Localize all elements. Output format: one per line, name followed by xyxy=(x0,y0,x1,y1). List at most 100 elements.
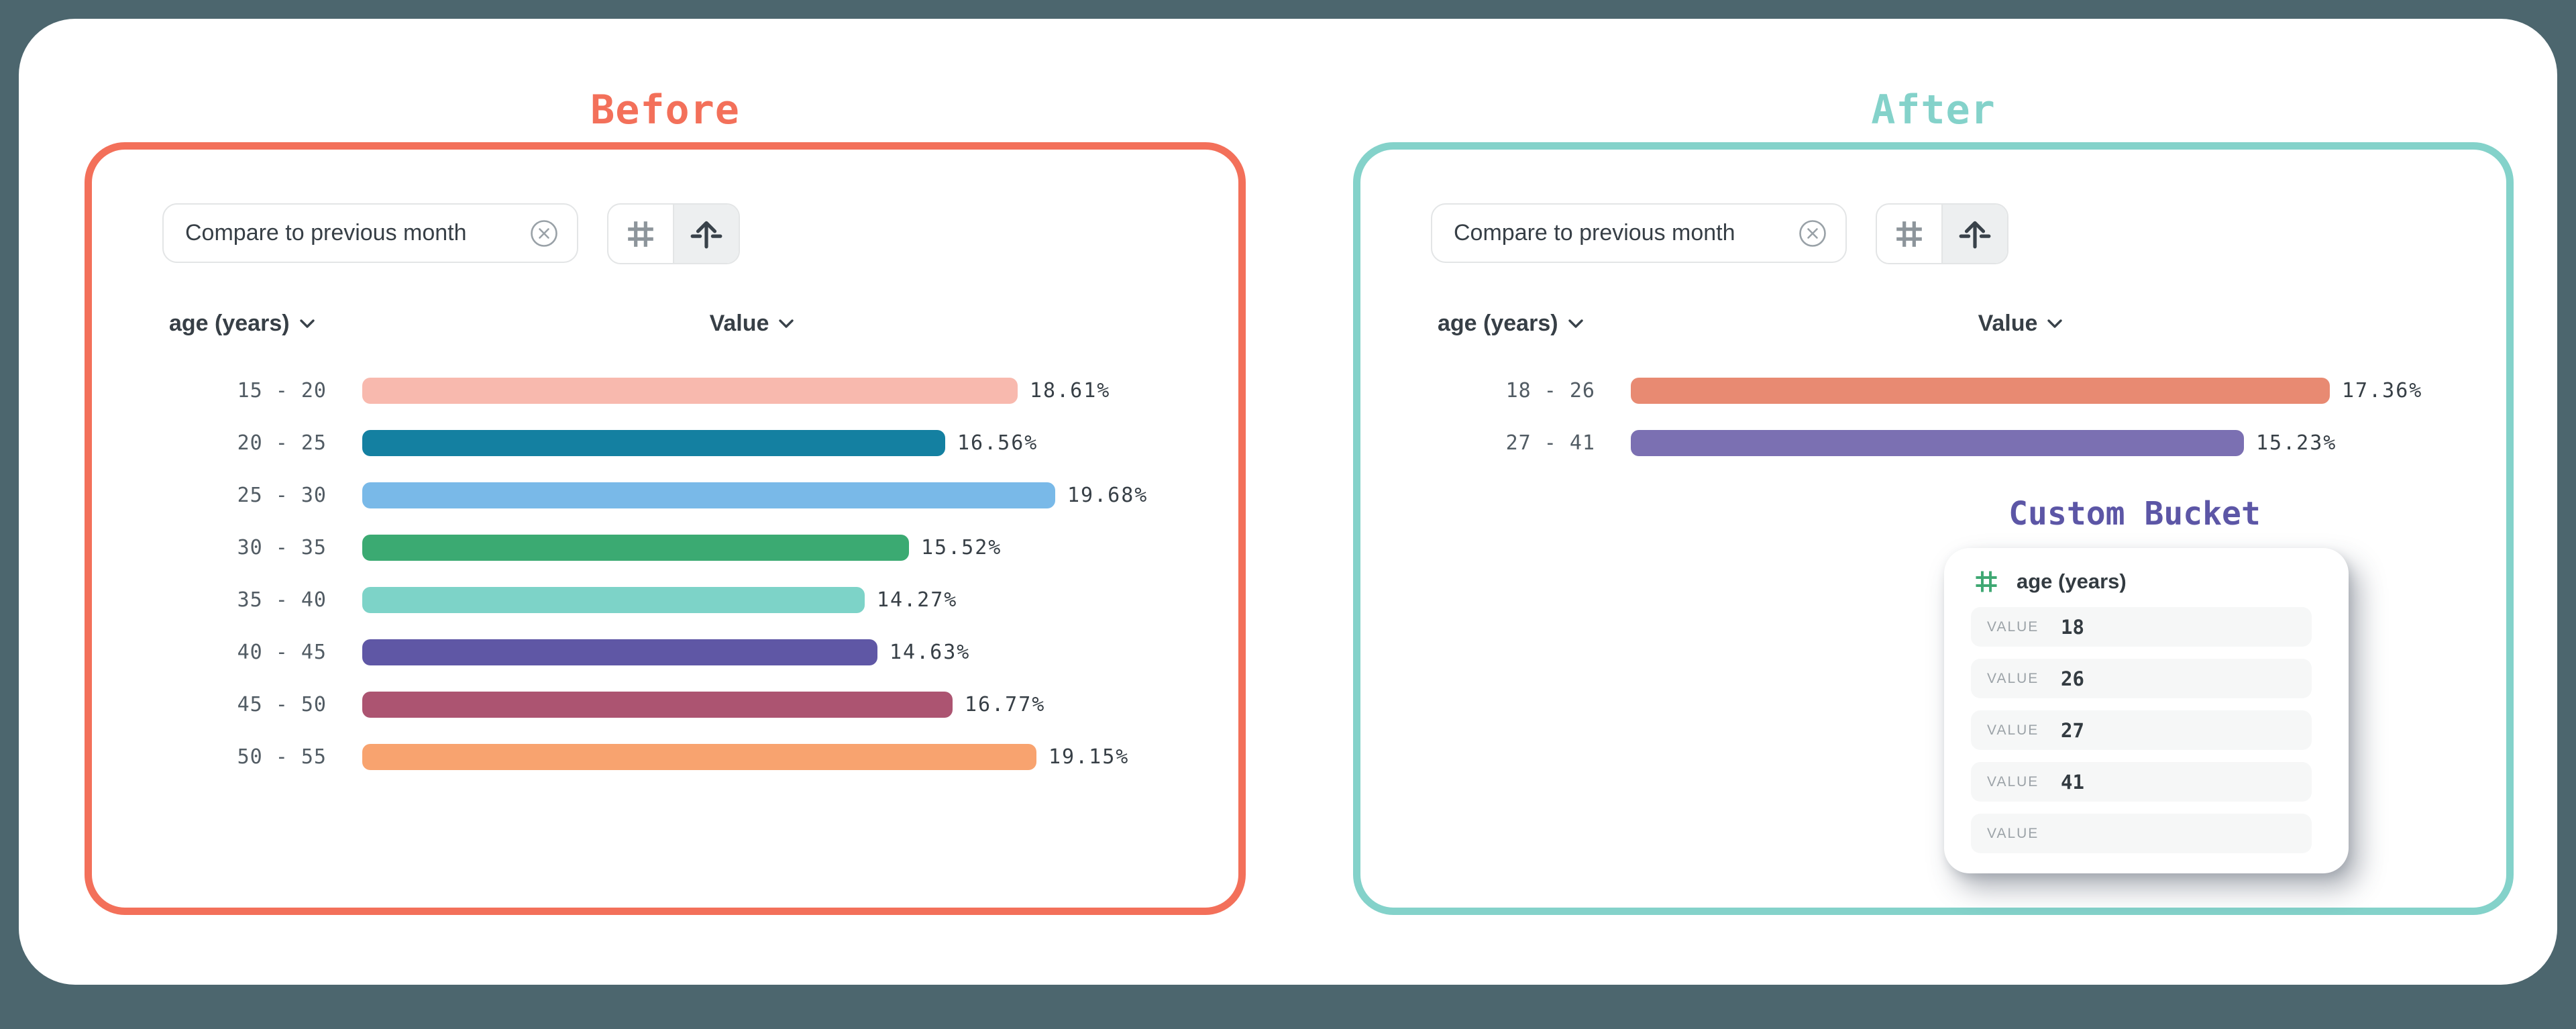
bucket-value-number: 26 xyxy=(2061,667,2084,690)
chart-row: 20 - 25 16.56% xyxy=(92,417,1238,469)
value-column-header[interactable]: Value xyxy=(618,309,886,337)
chart-type-toggle xyxy=(1876,203,2008,264)
chart-row: 25 - 30 19.68% xyxy=(92,469,1238,521)
chevron-down-icon xyxy=(778,319,794,329)
bar[interactable] xyxy=(362,743,1036,770)
bar-value-label: 15.52% xyxy=(921,535,1002,559)
before-title: Before xyxy=(590,87,740,133)
bar-value-label: 19.15% xyxy=(1049,745,1130,769)
bucket-value-input[interactable]: VALUE xyxy=(1971,814,2312,853)
value-header-label: Value xyxy=(709,310,769,336)
bucket-value-label: VALUE xyxy=(1987,618,2039,635)
circle-x-icon[interactable] xyxy=(530,219,558,248)
numeric-format-button[interactable] xyxy=(1877,205,1941,263)
chevron-down-icon xyxy=(1568,319,1584,329)
main-card: Before Compare to previous month xyxy=(19,19,2557,985)
bar-chart: 18 - 26 17.36% 27 - 41 15.23% xyxy=(1360,364,2506,469)
custom-bucket-popup: age (years) VALUE 18 VALUE 26 VALUE 27 VALUE 41… xyxy=(1944,548,2349,873)
chart-row: 30 - 35 15.52% xyxy=(92,521,1238,574)
segment-divider xyxy=(673,205,674,263)
chart-row: 18 - 26 17.36% xyxy=(1360,364,2506,417)
move-up-icon xyxy=(1958,217,1992,251)
segment-divider xyxy=(1941,205,1943,263)
sort-top-button[interactable] xyxy=(1943,205,2007,263)
bucket-fields: VALUE 18 VALUE 26 VALUE 27 VALUE 41 VALUE xyxy=(1971,607,2312,865)
bar-track: 16.77% xyxy=(362,691,1046,718)
dimension-column-header[interactable]: age (years) xyxy=(1438,309,1584,337)
bar[interactable] xyxy=(362,691,953,718)
bucket-property-header: age (years) xyxy=(1974,565,2127,598)
bar-value-label: 15.23% xyxy=(2256,431,2337,455)
dimension-column-header[interactable]: age (years) xyxy=(169,309,315,337)
after-title: After xyxy=(1871,87,1996,133)
chevron-down-icon xyxy=(299,319,315,329)
circle-x-icon[interactable] xyxy=(1799,219,1827,248)
bar[interactable] xyxy=(1631,377,2330,404)
bar[interactable] xyxy=(362,377,1018,404)
category-label: 30 - 35 xyxy=(237,535,327,559)
bar-value-label: 17.36% xyxy=(2342,378,2423,402)
category-label: 25 - 30 xyxy=(237,483,327,507)
value-header-label: Value xyxy=(1978,310,2038,336)
bucket-value-label: VALUE xyxy=(1987,670,2039,686)
bar-track: 14.63% xyxy=(362,639,970,665)
filter-chip-label: Compare to previous month xyxy=(185,220,467,246)
bar-track: 15.52% xyxy=(362,534,1002,561)
category-label: 45 - 50 xyxy=(237,692,327,716)
bucket-value-label: VALUE xyxy=(1987,773,2039,790)
after-panel: Compare to previous month xyxy=(1353,142,2514,915)
bar[interactable] xyxy=(362,534,909,561)
chart-row: 35 - 40 14.27% xyxy=(92,574,1238,626)
chart-row: 15 - 20 18.61% xyxy=(92,364,1238,417)
chevron-down-icon xyxy=(2047,319,2063,329)
value-column-header[interactable]: Value xyxy=(1886,309,2155,337)
bar-value-label: 19.68% xyxy=(1067,483,1148,507)
filter-chip[interactable]: Compare to previous month xyxy=(1431,203,1847,263)
bucket-value-input[interactable]: VALUE 18 xyxy=(1971,607,2312,647)
bar[interactable] xyxy=(362,586,865,613)
bar[interactable] xyxy=(1631,429,2244,456)
bar-chart: 15 - 20 18.61% 20 - 25 16.56% 25 - 30 19.68% 3… xyxy=(92,364,1238,783)
dimension-header-label: age (years) xyxy=(169,310,290,336)
chart-type-toggle xyxy=(607,203,740,264)
move-up-icon xyxy=(690,217,723,251)
bucket-value-number: 41 xyxy=(2061,770,2084,794)
bucket-value-input[interactable]: VALUE 27 xyxy=(1971,710,2312,750)
chart-row: 45 - 50 16.77% xyxy=(92,678,1238,730)
bucket-value-input[interactable]: VALUE 41 xyxy=(1971,762,2312,802)
category-label: 18 - 26 xyxy=(1505,378,1595,402)
bucket-property-label: age (years) xyxy=(2017,570,2127,593)
number-hash-icon xyxy=(1974,569,1999,594)
bucket-value-number: 27 xyxy=(2061,718,2084,742)
category-label: 50 - 55 xyxy=(237,745,327,769)
bar-value-label: 16.56% xyxy=(957,431,1038,455)
bar[interactable] xyxy=(362,639,877,665)
category-label: 40 - 45 xyxy=(237,640,327,664)
chart-row: 40 - 45 14.63% xyxy=(92,626,1238,678)
bar-track: 14.27% xyxy=(362,586,958,613)
category-label: 35 - 40 xyxy=(237,588,327,612)
before-panel: Compare to previous month xyxy=(85,142,1246,915)
custom-bucket-title: Custom Bucket xyxy=(2008,495,2261,533)
category-label: 15 - 20 xyxy=(237,378,327,402)
bar-track: 16.56% xyxy=(362,429,1038,456)
bar-track: 18.61% xyxy=(362,377,1110,404)
bar-value-label: 14.63% xyxy=(890,640,971,664)
bar-value-label: 14.27% xyxy=(877,588,958,612)
bar-track: 15.23% xyxy=(1631,429,2337,456)
numeric-format-button[interactable] xyxy=(608,205,673,263)
bar[interactable] xyxy=(362,482,1055,508)
bucket-value-input[interactable]: VALUE 26 xyxy=(1971,659,2312,698)
bar[interactable] xyxy=(362,429,945,456)
category-label: 20 - 25 xyxy=(237,431,327,455)
chart-row: 50 - 55 19.15% xyxy=(92,730,1238,783)
chart-row: 27 - 41 15.23% xyxy=(1360,417,2506,469)
bucket-value-label: VALUE xyxy=(1987,825,2039,841)
bar-value-label: 16.77% xyxy=(965,692,1046,716)
hash-icon xyxy=(1894,219,1925,250)
bucket-value-label: VALUE xyxy=(1987,722,2039,738)
bar-track: 19.15% xyxy=(362,743,1130,770)
sort-top-button[interactable] xyxy=(674,205,739,263)
filter-chip[interactable]: Compare to previous month xyxy=(162,203,578,263)
bar-track: 17.36% xyxy=(1631,377,2423,404)
